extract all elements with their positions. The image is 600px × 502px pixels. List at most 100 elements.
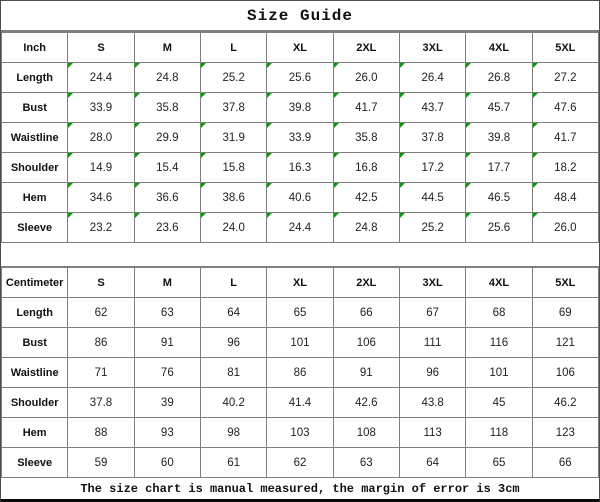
green-corner-indicator-icon xyxy=(334,213,339,218)
measurement-value: 86 xyxy=(293,366,307,379)
row-label: Bust xyxy=(0,92,69,123)
measurement-value: 96 xyxy=(426,366,440,379)
green-corner-indicator-icon xyxy=(466,63,472,68)
green-corner-indicator-icon xyxy=(135,153,140,158)
green-corner-indicator-icon xyxy=(135,63,140,68)
measurement-value: 23.6 xyxy=(156,221,179,234)
measurement-cell: 96 xyxy=(199,327,268,358)
measurement-cell: 43.7 xyxy=(398,92,467,123)
measurement-cell: 34.6 xyxy=(67,182,135,213)
measurement-value: 26.8 xyxy=(487,71,511,84)
green-corner-indicator-icon xyxy=(267,153,273,158)
measurement-value: 86 xyxy=(94,336,108,349)
measurement-value: 16.3 xyxy=(288,161,312,174)
measurement-row: Sleeve 59 60 61 62 63 64 65 66 xyxy=(0,447,600,478)
measurement-cell: 26.8 xyxy=(465,62,533,93)
size-column-header: 5XL xyxy=(531,32,600,63)
measurement-value: 18.2 xyxy=(554,161,577,174)
measurement-row: Hem 88 93 98 103 108 113 118 123 xyxy=(0,417,600,448)
measurement-cell: 88 xyxy=(67,417,135,448)
measurement-value: 62 xyxy=(293,456,307,469)
page-title: Size Guide xyxy=(1,1,599,32)
measurement-row: Shoulder 37.8 39 40.2 41.4 42.6 43.8 45 46.2 xyxy=(0,387,600,418)
measurement-value: 16.8 xyxy=(355,161,378,174)
measurement-value: 98 xyxy=(227,426,241,439)
green-corner-indicator-icon xyxy=(533,183,538,188)
measurement-cell: 103 xyxy=(266,417,334,448)
measurement-cell: 26.4 xyxy=(398,62,467,93)
measurement-value: 25.6 xyxy=(288,71,312,84)
measurement-value: 71 xyxy=(94,366,108,379)
green-corner-indicator-icon xyxy=(533,123,538,128)
measurement-cell: 66 xyxy=(531,447,600,478)
measurement-cell: 15.8 xyxy=(199,152,268,183)
measurement-cell: 26.0 xyxy=(332,62,400,93)
measurement-value: 14.9 xyxy=(89,161,113,174)
measurement-value: 26.0 xyxy=(355,71,378,84)
measurement-value: 46.5 xyxy=(487,191,511,204)
measurement-cell: 40.6 xyxy=(266,182,334,213)
measurement-cell: 98 xyxy=(199,417,268,448)
size-column-header: L xyxy=(199,267,268,298)
green-corner-indicator-icon xyxy=(400,153,405,158)
measurement-value: 101 xyxy=(290,336,310,349)
measurement-row: Bust 86 91 96 101 106 111 116 121 xyxy=(0,327,600,358)
inch-size-table: Inch S M L XL 2XL 3XL 4XL 5XL Length 24.4 24.8 25.2 2… xyxy=(0,32,600,243)
green-corner-indicator-icon xyxy=(267,93,273,98)
measurement-value: 113 xyxy=(423,426,442,439)
size-column-header: 4XL xyxy=(465,32,533,63)
measurement-value: 45.7 xyxy=(487,101,511,114)
green-corner-indicator-icon xyxy=(267,123,273,128)
green-corner-indicator-icon xyxy=(68,213,74,218)
measurement-value: 123 xyxy=(555,426,575,439)
measurement-value: 65 xyxy=(492,456,506,469)
measurement-cell: 48.4 xyxy=(531,182,600,213)
measurement-value: 61 xyxy=(227,456,241,469)
measurement-value: 76 xyxy=(160,366,174,379)
measurement-value: 39.8 xyxy=(288,101,312,114)
measurement-value: 91 xyxy=(160,336,174,349)
size-column-header: XL xyxy=(266,267,334,298)
row-label: Waistline xyxy=(0,357,69,388)
measurement-cell: 118 xyxy=(465,417,533,448)
measurement-value: 43.8 xyxy=(421,396,444,409)
green-corner-indicator-icon xyxy=(400,183,405,188)
measurement-value: 69 xyxy=(558,306,572,319)
measurement-cell: 29.9 xyxy=(133,122,201,153)
measurement-value: 27.2 xyxy=(554,71,577,84)
measurement-value: 46.2 xyxy=(554,396,577,409)
green-corner-indicator-icon xyxy=(334,183,339,188)
row-label: Shoulder xyxy=(0,152,69,183)
measurement-cell: 62 xyxy=(266,447,334,478)
measurement-row: Hem 34.6 36.6 38.6 40.6 42.5 44.5 46.5 48.4 xyxy=(0,182,600,213)
measurement-cell: 76 xyxy=(133,357,201,388)
measurement-cell: 37.8 xyxy=(67,387,135,418)
measurement-value: 63 xyxy=(359,456,373,469)
green-corner-indicator-icon xyxy=(533,63,538,68)
measurement-value: 59 xyxy=(94,456,108,469)
measurement-value: 24.4 xyxy=(288,221,312,234)
measurement-cell: 39 xyxy=(133,387,201,418)
green-corner-indicator-icon xyxy=(135,123,140,128)
green-corner-indicator-icon xyxy=(201,183,206,188)
green-corner-indicator-icon xyxy=(400,123,405,128)
size-column-header: L xyxy=(199,32,268,63)
measurement-value: 91 xyxy=(359,366,373,379)
measurement-value: 33.9 xyxy=(89,101,113,114)
unit-label: Centimeter xyxy=(0,267,69,298)
measurement-row: Length 24.4 24.8 25.2 25.6 26.0 26.4 26.8 27.2 xyxy=(0,62,600,93)
row-label: Hem xyxy=(0,182,69,213)
green-corner-indicator-icon xyxy=(267,213,273,218)
measurement-cell: 101 xyxy=(266,327,334,358)
measurement-cell: 81 xyxy=(199,357,268,388)
measurement-cell: 69 xyxy=(531,297,600,328)
measurement-cell: 18.2 xyxy=(531,152,600,183)
measurement-value: 33.9 xyxy=(288,131,312,144)
measurement-cell: 24.8 xyxy=(332,212,400,243)
size-column-header: 2XL xyxy=(332,32,400,63)
measurement-cell: 106 xyxy=(531,357,600,388)
measurement-value: 106 xyxy=(356,336,376,349)
size-header-row: Centimeter S M L XL 2XL 3XL 4XL 5XL xyxy=(0,267,600,298)
measurement-cell: 41.7 xyxy=(531,122,600,153)
green-corner-indicator-icon xyxy=(135,93,140,98)
